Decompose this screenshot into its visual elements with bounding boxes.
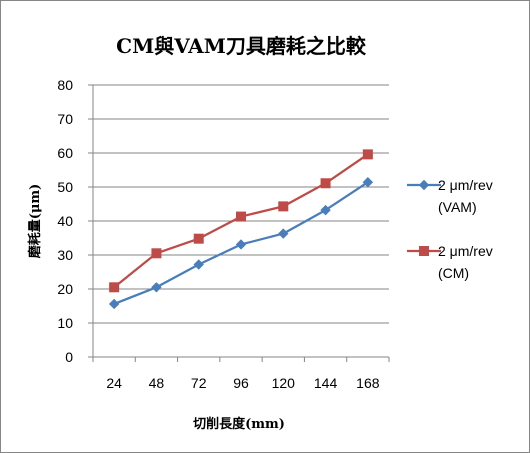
series-group xyxy=(108,149,374,310)
legend-entry: 2 μm/rev (CM) xyxy=(407,243,493,281)
x-tick-label: 144 xyxy=(314,375,338,391)
data-point xyxy=(320,204,331,216)
y-tick-label: 40 xyxy=(57,213,73,229)
axes xyxy=(88,84,390,362)
data-point xyxy=(362,149,373,160)
x-tick-label: 48 xyxy=(149,375,165,391)
y-tick-label: 20 xyxy=(57,281,73,297)
data-point xyxy=(235,239,247,250)
data-point xyxy=(278,201,289,212)
series-1 xyxy=(109,149,373,293)
y-tick-label: 60 xyxy=(57,145,73,161)
legend-entry: 2 μm/rev (VAM) xyxy=(407,177,493,215)
data-point xyxy=(362,177,374,188)
y-tick-label: 10 xyxy=(57,315,73,331)
data-point xyxy=(193,233,204,244)
legend: 2 μm/rev (VAM) 2 μm/rev (CM) xyxy=(407,177,493,281)
data-point xyxy=(108,298,120,310)
data-point xyxy=(151,282,162,293)
x-tick-label: 120 xyxy=(272,375,296,391)
gridlines xyxy=(93,84,389,324)
series-0 xyxy=(108,177,374,310)
x-tick-label: 72 xyxy=(191,375,207,391)
y-tick-label: 0 xyxy=(65,349,73,365)
legend-marker xyxy=(418,179,430,191)
x-axis-label: 切削長度(mm) xyxy=(193,416,285,432)
y-tick-label: 70 xyxy=(57,111,73,127)
x-tick-label: 96 xyxy=(233,375,249,391)
data-point xyxy=(109,282,120,293)
y-axis-label: 磨耗量(μm) xyxy=(27,184,43,259)
x-tick-labels: 24 48 72 96 120 144 168 xyxy=(106,375,379,391)
y-tick-labels: 0 10 20 30 40 50 60 70 80 xyxy=(57,77,73,365)
x-tick-label: 168 xyxy=(356,375,380,391)
y-tick-label: 80 xyxy=(57,77,73,93)
data-point xyxy=(193,259,204,270)
chart-title: CM與VAM刀具磨耗之比較 xyxy=(116,34,367,58)
data-point xyxy=(236,211,246,222)
y-tick-label: 30 xyxy=(57,247,73,263)
legend-label: 2 μm/rev xyxy=(438,243,493,259)
y-tick-label: 50 xyxy=(57,179,73,195)
data-point xyxy=(320,178,331,189)
legend-label: 2 μm/rev xyxy=(438,177,493,193)
legend-marker xyxy=(419,246,429,256)
legend-label: (VAM) xyxy=(438,199,477,215)
data-point xyxy=(151,248,162,259)
x-tick-label: 24 xyxy=(106,375,122,391)
data-point xyxy=(278,228,289,239)
legend-label: (CM) xyxy=(438,265,469,281)
